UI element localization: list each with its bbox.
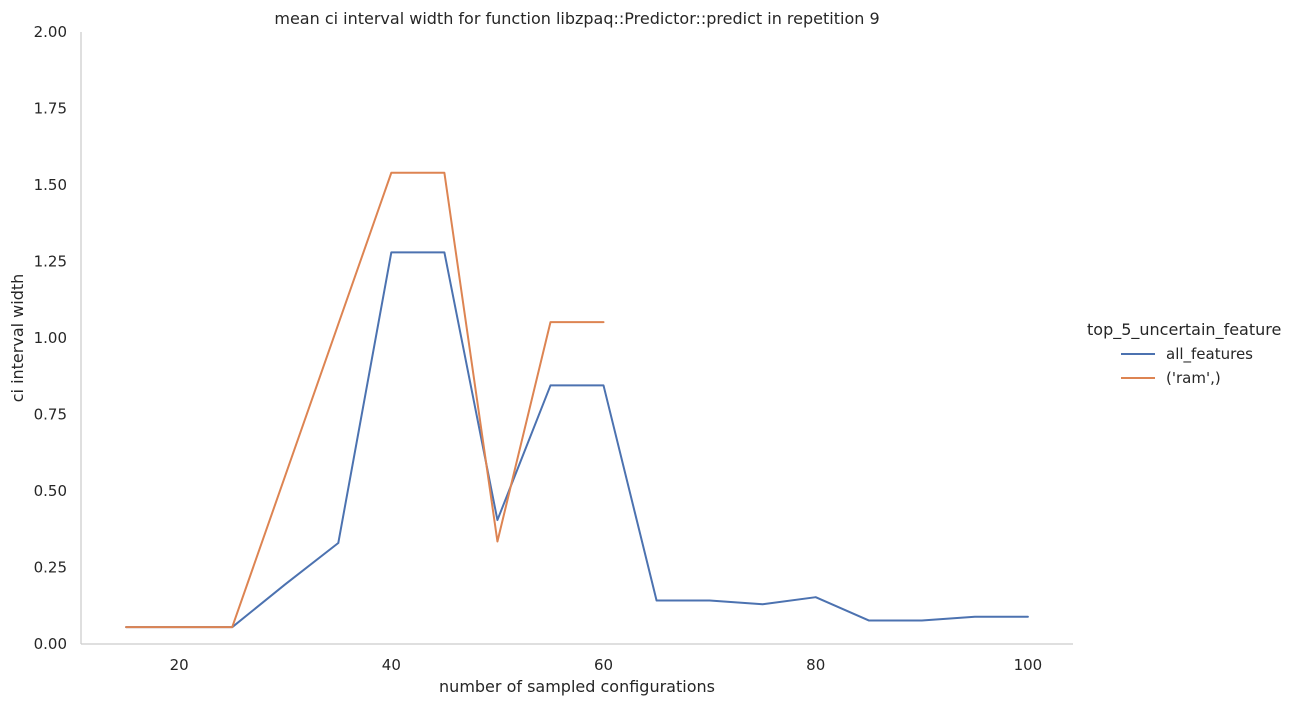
y-tick-label: 1.00 bbox=[34, 329, 67, 347]
x-tick-label: 40 bbox=[382, 656, 401, 674]
series-line-ram bbox=[125, 171, 605, 629]
legend: top_5_uncertain_feature all_features ('ra… bbox=[1087, 320, 1281, 387]
y-tick-label: 1.25 bbox=[34, 253, 67, 271]
y-tick-label: 0.00 bbox=[34, 635, 67, 653]
y-tick-label: 0.50 bbox=[34, 482, 67, 500]
chart-title: mean ci interval width for function libz… bbox=[274, 9, 879, 28]
x-axis-label: number of sampled configurations bbox=[439, 677, 715, 696]
y-tick-label: 2.00 bbox=[34, 23, 67, 41]
y-axis-label: ci interval width bbox=[8, 274, 27, 403]
x-tick-label: 60 bbox=[594, 656, 613, 674]
y-tick-label: 0.75 bbox=[34, 406, 67, 424]
legend-label: ('ram',) bbox=[1166, 369, 1221, 387]
x-tick-label: 100 bbox=[1014, 656, 1043, 674]
y-tick-label: 0.25 bbox=[34, 559, 67, 577]
y-tick-label: 1.75 bbox=[34, 100, 67, 118]
x-tick-label: 80 bbox=[806, 656, 825, 674]
series-line-all-features bbox=[125, 251, 1029, 629]
series-layer bbox=[125, 171, 1029, 629]
x-tick-label: 20 bbox=[170, 656, 189, 674]
y-tick-label: 1.50 bbox=[34, 176, 67, 194]
legend-label: all_features bbox=[1166, 345, 1253, 364]
legend-title: top_5_uncertain_feature bbox=[1087, 320, 1281, 340]
axes: 0.00 0.25 0.50 0.75 1.00 1.25 1.50 1.75 2.00 20 40… bbox=[34, 23, 1073, 674]
